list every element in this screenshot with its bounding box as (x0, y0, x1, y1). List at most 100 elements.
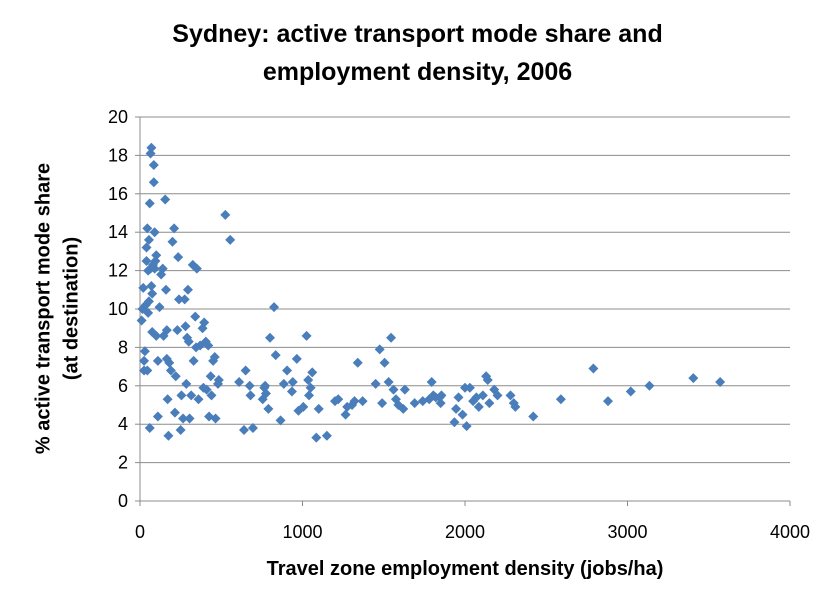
data-point-19 (146, 142, 157, 153)
data-point-72 (199, 317, 210, 328)
data-point-168 (644, 380, 655, 391)
data-point-13 (143, 234, 154, 245)
y-axis-label-line-2: (at destination) (60, 236, 83, 381)
chart-title-line-1: Sydney: active transport mode share and (172, 20, 663, 48)
data-point-46 (169, 223, 180, 234)
data-point-111 (305, 382, 316, 393)
data-point-110 (304, 390, 314, 401)
data-point-16 (144, 198, 155, 209)
data-point-99 (270, 350, 281, 361)
data-point-91 (247, 423, 258, 434)
x-tick-label-0: 0 (135, 522, 145, 542)
data-point-156 (482, 375, 493, 386)
data-point-30 (151, 330, 162, 341)
data-point-52 (175, 424, 186, 435)
y-axis-label-line-1: % active transport mode share (32, 162, 55, 455)
data-point-98 (269, 302, 280, 313)
data-point-108 (301, 330, 312, 341)
data-point-42 (163, 430, 174, 441)
data-point-57 (181, 378, 192, 389)
data-point-20 (146, 280, 157, 291)
data-point-96 (263, 403, 274, 414)
data-point-38 (161, 284, 171, 295)
data-point-86 (234, 376, 245, 387)
data-point-135 (409, 398, 420, 409)
data-point-75 (203, 340, 214, 351)
data-point-7 (141, 256, 152, 266)
data-point-121 (349, 396, 360, 407)
data-point-142 (435, 398, 446, 409)
data-point-59 (182, 284, 193, 295)
data-point-124 (370, 378, 381, 389)
data-point-149 (461, 421, 472, 432)
data-point-74 (201, 384, 212, 395)
data-point-49 (172, 325, 183, 336)
x-tick-label-2000: 2000 (445, 522, 485, 542)
chart-title-line-2: employment density, 2006 (262, 58, 573, 86)
data-point-61 (184, 413, 195, 424)
data-point-134 (399, 384, 410, 395)
data-point-50 (173, 252, 184, 263)
data-point-109 (303, 375, 314, 386)
data-point-51 (174, 294, 184, 305)
data-point-144 (449, 417, 460, 428)
data-point-94 (260, 380, 271, 391)
data-point-53 (176, 390, 187, 401)
data-point-114 (313, 403, 324, 414)
data-point-65 (190, 311, 201, 322)
data-point-25 (148, 177, 159, 188)
data-point-81 (210, 413, 221, 424)
data-point-128 (383, 376, 394, 387)
data-point-117 (333, 394, 344, 405)
data-point-101 (278, 378, 289, 389)
data-point-157 (484, 398, 495, 409)
data-point-165 (588, 363, 599, 374)
data-point-103 (286, 386, 297, 397)
y-tick-label-2: 2 (118, 453, 128, 473)
data-point-45 (167, 236, 178, 247)
gridlines (140, 116, 790, 464)
data-point-44 (165, 365, 176, 376)
data-point-163 (528, 411, 539, 422)
data-point-127 (379, 357, 390, 368)
y-tick-label-10: 10 (108, 299, 128, 319)
data-point-100 (275, 415, 286, 426)
data-point-35 (157, 263, 168, 274)
axes (135, 116, 791, 506)
data-point-105 (291, 353, 302, 364)
data-point-15 (144, 423, 155, 434)
data-point-145 (451, 403, 462, 414)
x-tick-label-4000: 4000 (770, 522, 810, 542)
data-point-150 (464, 382, 475, 393)
data-point-60 (183, 336, 194, 347)
data-point-102 (282, 365, 293, 376)
data-point-122 (352, 357, 363, 368)
data-point-24 (148, 160, 159, 170)
data-point-147 (457, 409, 468, 420)
data-point-10 (142, 223, 153, 234)
y-tick-label-0: 0 (118, 491, 128, 511)
data-point-146 (453, 392, 464, 403)
data-point-43 (164, 357, 175, 368)
data-point-56 (180, 321, 191, 332)
data-point-123 (357, 396, 368, 407)
data-point-27 (149, 263, 160, 274)
data-point-160 (505, 390, 516, 401)
data-point-33 (154, 302, 165, 313)
data-point-112 (307, 367, 318, 378)
data-point-68 (193, 394, 204, 405)
data-point-32 (152, 411, 163, 422)
data-point-129 (386, 332, 397, 343)
data-point-167 (625, 386, 636, 397)
data-point-115 (321, 430, 332, 441)
data-point-55 (179, 294, 190, 305)
data-point-88 (240, 365, 251, 376)
y-tick-label-14: 14 (108, 222, 128, 242)
data-point-11 (143, 307, 154, 318)
data-point-164 (555, 394, 566, 405)
data-point-143 (436, 390, 447, 401)
data-point-67 (191, 263, 202, 274)
data-point-118 (340, 409, 351, 420)
